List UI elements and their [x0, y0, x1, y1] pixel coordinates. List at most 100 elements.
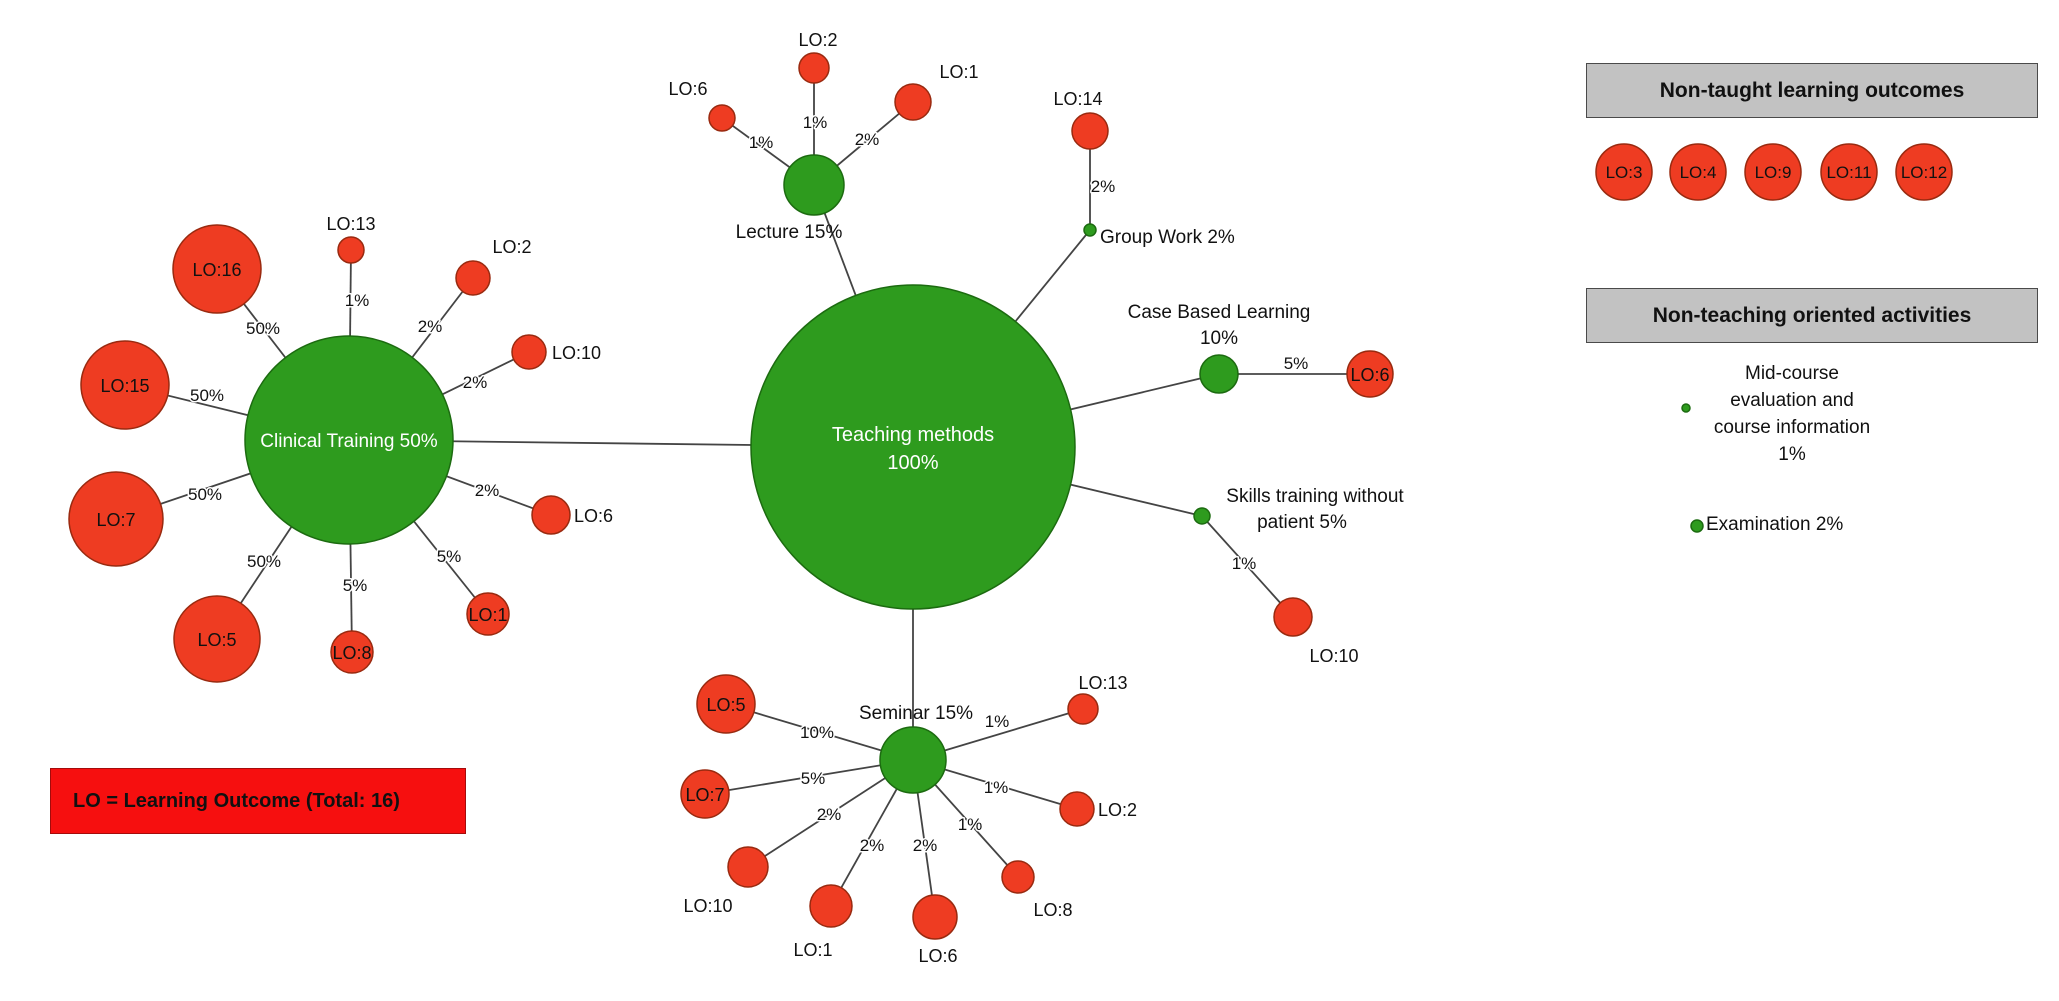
edge-label-ct-lo16: 50%	[246, 319, 280, 338]
node-label-lec-lo2: LO:2	[798, 30, 837, 50]
node-lec-lo1-circle	[894, 83, 932, 121]
node-ct-lo15-circle	[80, 340, 170, 430]
node-label-ct-lo10: LO:10	[552, 343, 601, 363]
node-label-nt-lo9: LO:9	[1755, 163, 1792, 182]
node-label-ct-lo16: LO:16	[192, 260, 241, 280]
edge-st-lo10	[1201, 515, 1294, 618]
node-teaching-methods-circle	[750, 284, 1076, 610]
node-label-sem-lo1: LO:1	[793, 940, 832, 960]
node-nt-lo3-circle	[1595, 143, 1653, 201]
node-label-ct-lo7: LO:7	[96, 510, 135, 530]
node-label-sem-lo8: LO:8	[1033, 900, 1072, 920]
node-ct-lo5-circle	[173, 595, 261, 683]
examination-note: Examination 2%	[1706, 514, 1844, 535]
node-label-ct-lo8: LO:8	[332, 643, 371, 663]
node-gw-lo14-circle	[1071, 112, 1109, 150]
node-sem-lo6-circle	[912, 894, 958, 940]
midcourse-note-line-2: evaluation and	[1730, 390, 1854, 411]
edge-label-gw-lo14: 2%	[1091, 177, 1116, 196]
node-label-sem-lo10: LO:10	[683, 896, 732, 916]
legend-box: LO = Learning Outcome (Total: 16)	[50, 768, 466, 834]
node-case-based-learning-circle	[1199, 354, 1239, 394]
edge-label-cbl-lo6: 5%	[1284, 354, 1309, 373]
edge-label-lec-lo6: 1%	[749, 133, 774, 152]
node-nt-lo11-circle	[1820, 143, 1878, 201]
node-label-teaching-methods-1: Teaching methods	[832, 424, 994, 446]
midcourse-note-line-4: 1%	[1778, 444, 1806, 465]
node-midcourse-dot-circle	[1681, 403, 1691, 413]
edge-label-sem-lo13: 1%	[985, 712, 1010, 731]
edge-label-ct-lo13: 1%	[345, 291, 370, 310]
node-label-ct-lo5: LO:5	[197, 630, 236, 650]
node-nt-lo12-circle	[1895, 143, 1953, 201]
node-sem-lo10-circle	[727, 846, 769, 888]
edge-label-sem-lo6: 2%	[913, 836, 938, 855]
node-label-cbl-lo6: LO:6	[1350, 365, 1389, 385]
node-ct-lo2-circle	[455, 260, 491, 296]
node-lecture-circle	[783, 154, 845, 216]
node-clinical-training-circle	[244, 335, 454, 545]
node-seminar-circle	[879, 726, 947, 794]
edge-label-ct-lo6: 2%	[475, 481, 500, 500]
node-label-nt-lo3: LO:3	[1606, 163, 1643, 182]
node-label-ct-lo1: LO:1	[468, 605, 507, 625]
edge-label-sem-lo7: 5%	[801, 769, 826, 788]
non-teaching-activities-header: Non-teaching oriented activities	[1586, 288, 2038, 343]
node-label-sem-lo6: LO:6	[918, 946, 957, 966]
edge-label-sem-lo2: 1%	[984, 778, 1009, 797]
node-sem-lo7-circle	[680, 769, 730, 819]
node-label-nt-lo12: LO:12	[1901, 163, 1947, 182]
edge-label-sem-lo10: 2%	[817, 805, 842, 824]
node-label-teaching-methods-2: 100%	[887, 452, 938, 474]
node-lec-lo2-circle	[798, 52, 830, 84]
edge-sem-lo7	[704, 759, 914, 795]
node-sem-lo8-circle	[1001, 860, 1035, 894]
node-sem-lo2-circle	[1059, 791, 1095, 827]
node-label-sem-lo7: LO:7	[685, 785, 724, 805]
edge-label-sem-lo5: 10%	[800, 723, 834, 742]
node-label-lecture: Lecture 15%	[736, 222, 843, 243]
midcourse-note-line-3: course information	[1713, 417, 1871, 438]
node-label-ct-lo13: LO:13	[326, 214, 375, 234]
node-label-ct-lo15: LO:15	[100, 376, 149, 396]
edge-label-sem-lo8: 1%	[958, 815, 983, 834]
node-ct-lo7-circle	[68, 471, 164, 567]
node-label-case-based-learning-1: Case Based Learning	[1128, 302, 1311, 323]
edge-label-ct-lo10: 2%	[463, 373, 488, 392]
non-taught-outcomes-header: Non-taught learning outcomes	[1586, 63, 2038, 118]
node-examination-dot-circle	[1690, 519, 1704, 533]
edge-label-lec-lo2: 1%	[803, 113, 828, 132]
node-nt-lo4-circle	[1669, 143, 1727, 201]
node-cbl-lo6-circle	[1346, 350, 1394, 398]
node-sem-lo13-circle	[1067, 693, 1099, 725]
node-label-lec-lo6: LO:6	[668, 79, 707, 99]
node-label-sem-lo2: LO:2	[1098, 800, 1137, 820]
node-label-group-work: Group Work 2%	[1100, 227, 1235, 248]
node-label-ct-lo2: LO:2	[492, 237, 531, 257]
node-ct-lo10-circle	[511, 334, 547, 370]
midcourse-note: Mid-course evaluation and course informa…	[1642, 360, 1942, 468]
node-label-skills-training-1: Skills training without	[1226, 486, 1404, 507]
node-ct-lo8-circle	[330, 630, 374, 674]
node-skills-training-circle	[1193, 507, 1211, 525]
node-st-lo10-circle	[1273, 597, 1313, 637]
edge-label-sem-lo1: 2%	[860, 836, 885, 855]
node-label-ct-lo6: LO:6	[574, 506, 613, 526]
node-label-lec-lo1: LO:1	[939, 62, 978, 82]
node-label-skills-training-2: patient 5%	[1257, 512, 1347, 533]
node-nt-lo9-circle	[1744, 143, 1802, 201]
node-label-clinical-training: Clinical Training 50%	[260, 431, 438, 452]
node-lec-lo6-circle	[708, 104, 736, 132]
node-label-gw-lo14: LO:14	[1053, 89, 1102, 109]
node-label-case-based-learning-2: 10%	[1200, 328, 1238, 349]
node-sem-lo5-circle	[696, 674, 756, 734]
node-ct-lo16-circle	[172, 224, 262, 314]
edge-label-lec-lo1: 2%	[855, 130, 880, 149]
node-label-nt-lo4: LO:4	[1680, 163, 1717, 182]
node-label-seminar: Seminar 15%	[859, 703, 973, 724]
edge-label-ct-lo5: 50%	[247, 552, 281, 571]
node-label-nt-lo11: LO:11	[1826, 163, 1871, 182]
edge-label-ct-lo8: 5%	[343, 576, 368, 595]
